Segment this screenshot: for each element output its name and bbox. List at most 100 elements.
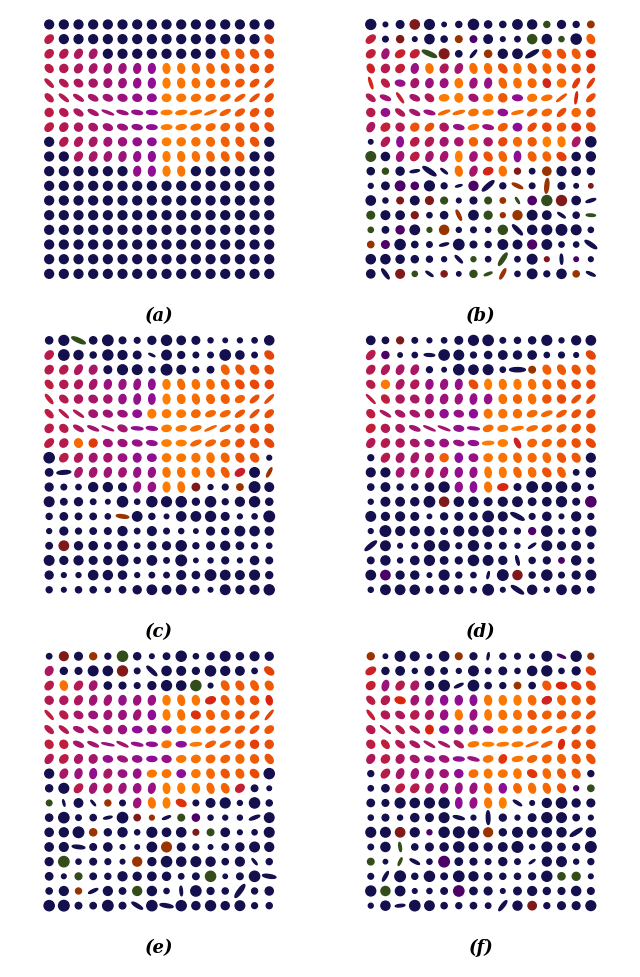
Ellipse shape: [529, 152, 536, 161]
Circle shape: [500, 683, 506, 689]
Circle shape: [147, 196, 156, 205]
Circle shape: [236, 857, 244, 866]
Circle shape: [368, 844, 374, 850]
Circle shape: [178, 815, 184, 821]
Ellipse shape: [193, 784, 200, 793]
Circle shape: [45, 255, 54, 264]
Circle shape: [89, 35, 97, 44]
Ellipse shape: [119, 784, 126, 793]
Ellipse shape: [470, 696, 477, 705]
Ellipse shape: [221, 365, 229, 374]
Ellipse shape: [470, 798, 477, 808]
Circle shape: [192, 572, 200, 578]
Circle shape: [441, 888, 447, 894]
Circle shape: [455, 513, 463, 520]
Circle shape: [250, 255, 259, 264]
Circle shape: [104, 35, 112, 44]
Ellipse shape: [60, 726, 68, 734]
Circle shape: [75, 653, 83, 660]
Ellipse shape: [411, 380, 419, 389]
Circle shape: [163, 828, 171, 836]
Circle shape: [571, 34, 581, 44]
Ellipse shape: [90, 64, 97, 73]
Circle shape: [177, 182, 186, 191]
Ellipse shape: [558, 137, 565, 147]
Ellipse shape: [527, 426, 538, 431]
Ellipse shape: [133, 94, 141, 102]
Circle shape: [45, 138, 54, 147]
Circle shape: [105, 873, 111, 879]
Circle shape: [396, 666, 404, 675]
Circle shape: [396, 255, 404, 263]
Ellipse shape: [528, 440, 536, 446]
Ellipse shape: [498, 109, 508, 115]
Circle shape: [90, 873, 97, 879]
Ellipse shape: [515, 197, 520, 203]
Circle shape: [396, 226, 404, 234]
Circle shape: [250, 468, 259, 477]
Circle shape: [208, 558, 213, 563]
Circle shape: [60, 152, 68, 161]
Circle shape: [191, 35, 200, 44]
Circle shape: [252, 888, 257, 894]
Circle shape: [266, 572, 273, 578]
Ellipse shape: [265, 667, 274, 675]
Circle shape: [470, 197, 477, 204]
Ellipse shape: [118, 138, 127, 146]
Ellipse shape: [45, 108, 53, 116]
Circle shape: [381, 886, 390, 896]
Circle shape: [119, 888, 125, 894]
Ellipse shape: [250, 380, 259, 389]
Ellipse shape: [396, 905, 405, 907]
Circle shape: [45, 843, 53, 851]
Circle shape: [191, 50, 200, 59]
Circle shape: [397, 815, 403, 820]
Circle shape: [74, 255, 83, 264]
Ellipse shape: [381, 123, 390, 131]
Circle shape: [191, 226, 200, 234]
Ellipse shape: [192, 138, 200, 146]
Ellipse shape: [483, 425, 493, 432]
Ellipse shape: [206, 124, 215, 131]
Ellipse shape: [60, 50, 68, 58]
Ellipse shape: [147, 441, 157, 446]
Circle shape: [118, 35, 127, 44]
Circle shape: [205, 666, 216, 676]
Circle shape: [412, 889, 417, 893]
Circle shape: [46, 888, 52, 894]
Circle shape: [574, 353, 579, 358]
Circle shape: [250, 35, 259, 44]
Circle shape: [573, 859, 579, 864]
Circle shape: [149, 366, 155, 372]
Circle shape: [499, 828, 506, 835]
Circle shape: [440, 843, 448, 851]
Circle shape: [89, 541, 97, 550]
Circle shape: [381, 585, 390, 594]
Circle shape: [105, 514, 111, 519]
Circle shape: [441, 903, 447, 909]
Circle shape: [470, 227, 476, 233]
Ellipse shape: [545, 179, 549, 193]
Circle shape: [177, 196, 186, 205]
Ellipse shape: [484, 769, 492, 778]
Ellipse shape: [74, 784, 83, 792]
Circle shape: [515, 272, 520, 276]
Circle shape: [557, 857, 566, 867]
Ellipse shape: [513, 409, 522, 418]
Ellipse shape: [206, 726, 215, 733]
Circle shape: [368, 771, 374, 777]
Ellipse shape: [396, 380, 404, 389]
Ellipse shape: [178, 468, 185, 477]
Circle shape: [557, 813, 566, 823]
Ellipse shape: [516, 556, 519, 566]
Circle shape: [369, 184, 373, 189]
Circle shape: [527, 585, 536, 594]
Ellipse shape: [163, 380, 170, 389]
Ellipse shape: [543, 440, 551, 446]
Ellipse shape: [60, 711, 68, 719]
Circle shape: [529, 557, 535, 564]
Ellipse shape: [455, 770, 463, 778]
Ellipse shape: [207, 468, 214, 477]
Ellipse shape: [498, 484, 508, 490]
Circle shape: [425, 527, 434, 535]
